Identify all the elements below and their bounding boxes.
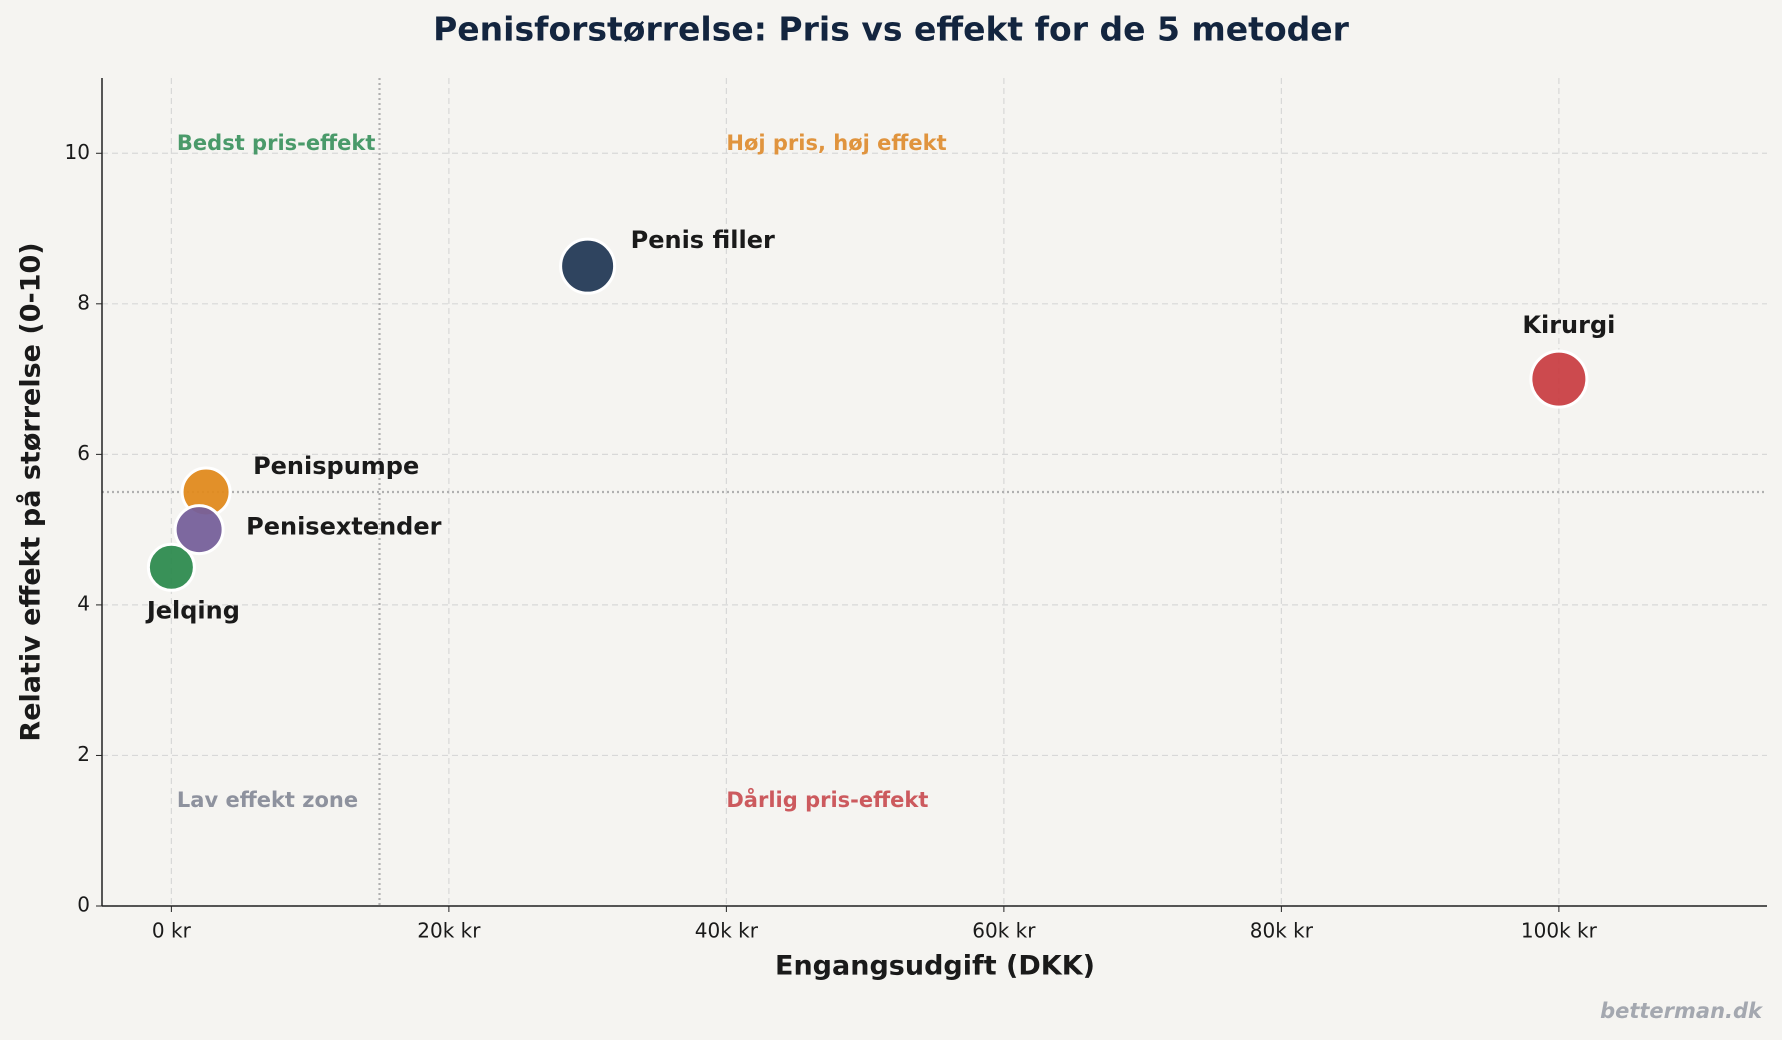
x-tick-label: 0 kr: [152, 919, 192, 943]
y-tick-label: 4: [77, 591, 90, 615]
x-axis-label: Engangsudgift (DKK): [775, 951, 1095, 982]
quadrant-label: Bedst pris-effekt: [177, 131, 375, 155]
point: [146, 542, 196, 592]
point: [559, 237, 617, 295]
point-label: Penis filler: [631, 226, 775, 254]
y-axis-label: Relativ effekt på størrelse (0-10): [15, 242, 47, 741]
y-tick-label: 8: [77, 290, 90, 314]
quadrant-label: Dårlig pris-effekt: [726, 787, 928, 812]
point-label: Penisextender: [246, 513, 442, 541]
watermark: betterman.dk: [1600, 999, 1764, 1023]
quadrant-label: Lav effekt zone: [177, 788, 358, 812]
y-tick-label: 6: [77, 441, 90, 465]
x-tick-label: 60k kr: [972, 919, 1036, 943]
x-tick-label: 100k kr: [1521, 919, 1598, 943]
y-tick-label: 10: [65, 140, 90, 164]
chart-title: Penisforstørrelse: Pris vs effekt for de…: [433, 10, 1350, 49]
point: [173, 504, 225, 556]
point-label: Jelqing: [145, 596, 240, 624]
x-tick-label: 40k kr: [695, 919, 759, 943]
point-label: Kirurgi: [1522, 311, 1615, 339]
point-label: Penispumpe: [253, 452, 419, 480]
y-tick-label: 2: [77, 742, 90, 766]
quadrant-label: Høj pris, høj effekt: [726, 131, 946, 155]
x-tick-label: 80k kr: [1250, 919, 1314, 943]
y-tick-label: 0: [77, 893, 90, 917]
point: [1529, 349, 1589, 409]
x-tick-label: 20k kr: [417, 919, 481, 943]
